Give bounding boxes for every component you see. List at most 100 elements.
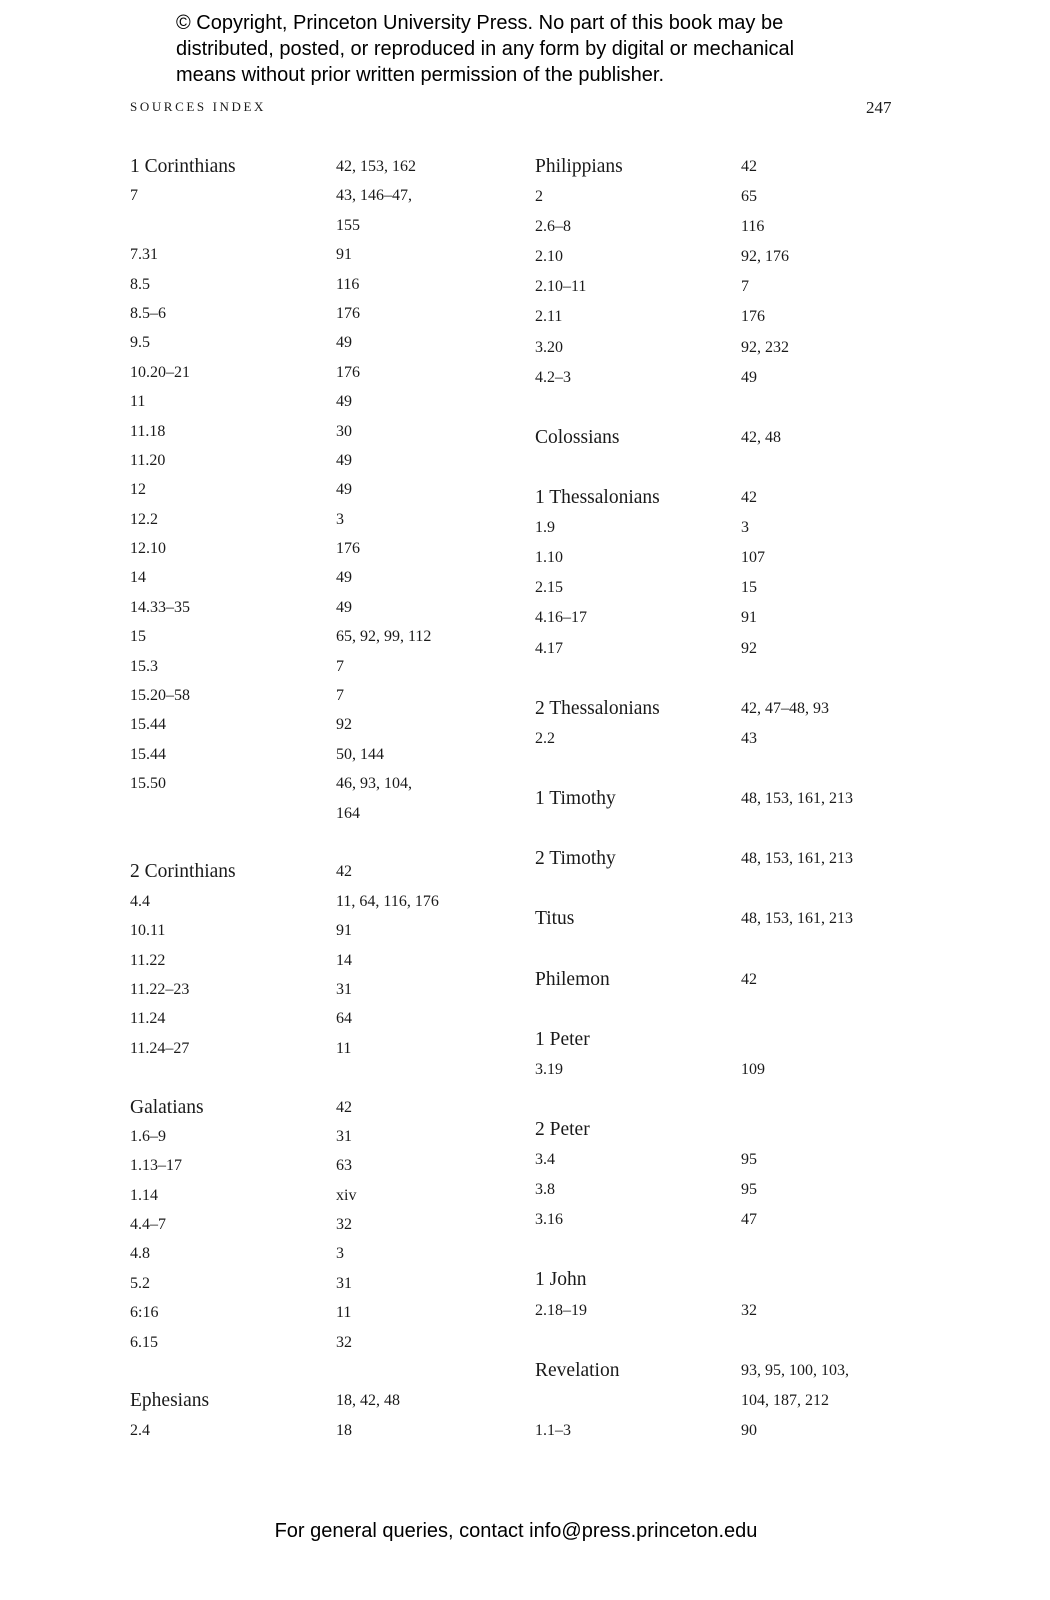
verse-reference: 15.44 [130,745,166,763]
page-references: 92 [741,639,757,657]
page-references: 91 [336,922,352,940]
page-references: 49 [741,368,757,386]
page-references: 31 [336,1127,352,1145]
page-references: 49 [336,481,352,499]
verse-reference: 15.3 [130,657,158,675]
notice-line: © Copyright, Princeton University Press.… [176,12,784,34]
verse-reference: 11.18 [130,422,166,440]
verse-reference: 15 [130,628,146,646]
verse-reference: 4.2–3 [535,368,571,386]
verse-reference: 1.10 [535,549,563,567]
verse-reference: 3.20 [535,338,563,356]
book-title: 1 John [535,1269,587,1291]
book-title: 1 Corinthians [130,156,236,177]
verse-reference: 8.5 [130,275,150,293]
page-references: 92, 176 [741,248,789,266]
page-references: 107 [741,549,765,567]
verse-reference: 10.20–21 [130,363,190,381]
page-references: 43 [741,729,757,747]
page-references: 64 [336,1010,352,1028]
verse-reference: 4.8 [130,1245,150,1263]
page-references: 31 [336,1274,352,1292]
page-references: 176 [741,308,765,326]
page-references: 11 [336,1304,352,1322]
page-references: 91 [741,609,757,627]
page-references: 65, 92, 99, 112 [336,628,432,646]
notice-line: distributed, posted, or reproduced in an… [176,38,795,60]
page-references: 48, 153, 161, 213 [741,789,853,807]
verse-reference: 2.6–8 [535,218,571,236]
verse-reference: 3.4 [535,1151,555,1169]
book-title: Colossians [535,426,620,448]
verse-reference: 2.10 [535,248,563,266]
notice-line: means without prior written permission o… [176,64,665,86]
verse-reference: 8.5–6 [130,304,166,322]
verse-reference: 4.16–17 [535,609,587,627]
page-references: 42 [741,489,757,507]
verse-reference: 15.44 [130,716,166,734]
page-references: 93, 95, 100, 103, [741,1361,849,1379]
verse-reference: 11 [130,393,146,411]
page-references: 43, 146–47, [336,187,412,205]
copyright-notice: © Copyright, Princeton University Press.… [176,10,794,88]
page-references: 63 [336,1157,352,1175]
book-title: 2 Thessalonians [535,697,660,719]
verse-reference: 4.4 [130,892,150,910]
page-references: 32 [336,1216,352,1234]
page-references: 116 [336,275,360,293]
book-title: 1 Thessalonians [535,487,660,509]
page-references: 109 [741,1060,765,1078]
verse-reference: 5.2 [130,1274,150,1292]
page-references: 116 [741,218,765,236]
page-references: 18 [336,1421,352,1439]
page-references: 7 [336,657,344,675]
verse-reference: 2 [535,188,543,206]
page-references: 42 [741,158,757,175]
verse-reference: 15.20–58 [130,687,190,705]
book-title: Galatians [130,1096,204,1118]
page-references: 91 [336,246,352,264]
page-references: 32 [741,1301,757,1319]
page-references: 95 [741,1151,757,1169]
page-references: 3 [741,519,749,537]
book-title: Philippians [535,156,623,177]
verse-reference: 1.9 [535,519,555,537]
page-references: 92 [336,716,352,734]
verse-reference: 10.11 [130,922,166,940]
page-references: 47 [741,1211,757,1229]
verse-reference: 3.16 [535,1211,563,1229]
verse-reference: 2.11 [535,308,563,326]
page-references: 3 [336,510,344,528]
verse-reference: 14 [130,569,146,587]
page-references: 46, 93, 104, [336,775,412,793]
page-references: 49 [336,334,352,352]
page-references: 176 [336,363,360,381]
page-references: 48, 153, 161, 213 [741,850,853,868]
page-references: 30 [336,422,352,440]
page-references: 7 [336,687,344,705]
page-references: 155 [336,216,360,234]
verse-reference: 2.18–19 [535,1301,587,1319]
book-title: 1 Timothy [535,787,616,809]
verse-reference: 2.10–11 [535,278,587,296]
page-references: 7 [741,278,749,296]
book-title: 2 Corinthians [130,861,236,883]
verse-reference: 1.13–17 [130,1157,182,1175]
page-references: 32 [336,1333,352,1351]
verse-reference: 12 [130,481,146,499]
page-references: 48, 153, 161, 213 [741,910,853,928]
page-references: 42 [336,1098,352,1116]
page-references: 90 [741,1421,757,1439]
verse-reference: 7 [130,187,138,205]
page-references: 14 [336,951,352,969]
verse-reference: 1.14 [130,1186,158,1204]
verse-reference: 2.15 [535,579,563,597]
book-title: Titus [535,908,575,930]
page-references: 42, 47–48, 93 [741,699,829,717]
footer-contact: For general queries, contact info@press.… [274,1520,758,1542]
verse-reference: 9.5 [130,334,150,352]
page-references: 42 [741,970,757,988]
verse-reference: 4.4–7 [130,1216,166,1234]
verse-reference: 15.50 [130,775,166,793]
verse-reference: 3.8 [535,1181,555,1199]
